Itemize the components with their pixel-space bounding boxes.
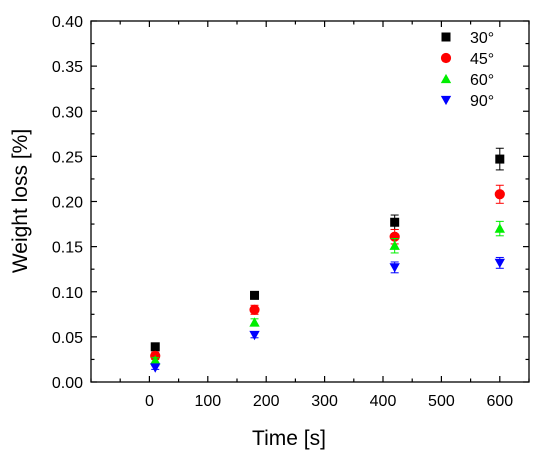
data-point-square <box>495 154 505 164</box>
data-point-circle <box>249 304 260 315</box>
x-tick-label: 0 <box>145 393 154 410</box>
data-point-triangle-up <box>389 240 400 250</box>
data-point-triangle-down <box>389 263 400 273</box>
legend-marker <box>441 32 451 42</box>
y-tick-label: 0.00 <box>52 375 83 392</box>
x-axis-title: Time [s] <box>252 427 326 450</box>
legend-label: 90° <box>470 93 494 110</box>
legend-marker <box>440 52 452 64</box>
plot-layer: 0 100 200 300 400 500 600 0.00 0.05 0.10 0.15 0.20 0… <box>52 14 530 410</box>
y-tick-label: 0.05 <box>52 330 83 347</box>
legend-label: 45° <box>470 51 494 68</box>
y-tick-label: 0.40 <box>52 14 83 31</box>
legend-marker <box>440 73 452 84</box>
legend-marker <box>440 95 452 106</box>
data-point-square <box>390 217 400 227</box>
legend-label: 60° <box>470 72 494 89</box>
x-tick-label: 600 <box>486 393 513 410</box>
x-tick-label: 200 <box>253 393 280 410</box>
x-tick-label: 100 <box>194 393 221 410</box>
data-point-triangle-down <box>249 330 260 341</box>
data-point-triangle-up <box>150 355 161 365</box>
data-point-triangle-down <box>150 363 161 373</box>
legend-label: 30° <box>470 30 494 47</box>
data-point-triangle-up <box>494 223 505 233</box>
y-tick-label: 0.25 <box>52 149 83 166</box>
data-point-circle <box>494 189 505 200</box>
x-tick-label: 500 <box>428 393 455 410</box>
y-tick-label: 0.15 <box>52 240 83 257</box>
y-axis-title: Weight loss [%] <box>9 129 32 273</box>
plot-frame <box>90 20 530 383</box>
y-tick-label: 0.10 <box>52 285 83 302</box>
data-point-square <box>250 290 260 300</box>
data-point-triangle-up <box>249 317 260 327</box>
y-tick-label: 0.35 <box>52 59 83 76</box>
x-tick-label: 400 <box>370 393 397 410</box>
data-point-square <box>150 342 160 352</box>
y-tick-label: 0.30 <box>52 104 83 121</box>
y-tick-label: 0.20 <box>52 195 83 212</box>
data-point-circle <box>389 231 400 242</box>
data-point-triangle-down <box>494 258 505 269</box>
x-tick-label: 300 <box>311 393 338 410</box>
